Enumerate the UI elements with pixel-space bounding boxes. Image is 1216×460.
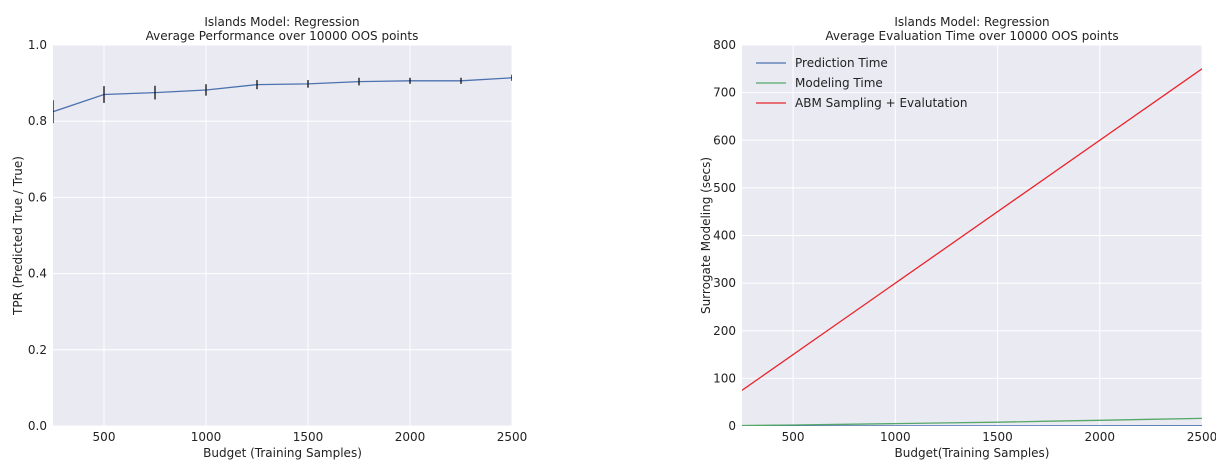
legend-label: ABM Sampling + Evalutation: [795, 96, 967, 110]
y-tick-label: 400: [713, 229, 736, 243]
chart-subtitle: Average Evaluation Time over 10000 OOS p…: [825, 29, 1118, 43]
y-tick-label: 600: [713, 133, 736, 147]
chart-performance: 500 1000 1500 2000 2500 0.0 0.2 0.4 0.6 0.8 1.0 Isl…: [11, 15, 527, 460]
series-line-0: [53, 77, 512, 113]
x-tick-label: 1000: [880, 430, 911, 444]
x-tick-label: 500: [782, 430, 805, 444]
x-tick-label: 2000: [395, 430, 426, 444]
y-tick-label: 0: [728, 419, 736, 433]
y-tick-label: 0.2: [28, 343, 47, 357]
x-tick-label: 1000: [191, 430, 222, 444]
x-axis-label: Budget(Training Samples): [895, 446, 1050, 460]
y-tick-label: 0.0: [28, 419, 47, 433]
y-tick-label: 800: [713, 38, 736, 52]
x-tick-label: 2500: [1187, 430, 1216, 444]
x-tick-label: 2000: [1085, 430, 1116, 444]
y-tick-label: 200: [713, 324, 736, 338]
chart-title: Islands Model: Regression: [204, 15, 359, 29]
chart-evaluation-time: 500 1000 1500 2000 2500 0 100 200 300 400 500 600 70…: [699, 15, 1216, 460]
y-tick-label: 0.6: [28, 190, 47, 204]
series-line-abm-sampling-evalutation: [742, 68, 1202, 391]
y-tick-label: 1.0: [28, 38, 47, 52]
x-axis-label: Budget (Training Samples): [203, 446, 362, 460]
x-tick-label: 1500: [293, 430, 324, 444]
chart-subtitle: Average Performance over 10000 OOS point…: [146, 29, 419, 43]
legend-label: Modeling Time: [795, 76, 883, 90]
x-tick-label: 2500: [497, 430, 528, 444]
y-axis-label: TPR (Predicted True / True): [11, 156, 25, 316]
y-axis-label: Surrogate Modeling (secs): [699, 157, 713, 314]
y-tick-label: 300: [713, 276, 736, 290]
series-group: [53, 74, 512, 124]
y-tick-label: 0.4: [28, 267, 47, 281]
x-tick-label: 500: [93, 430, 116, 444]
legend-label: Prediction Time: [795, 56, 888, 70]
y-tick-label: 100: [713, 371, 736, 385]
series-group: [742, 68, 1202, 426]
legend: Prediction Time Modeling Time ABM Sampling…: [756, 56, 967, 110]
y-tick-label: 0.8: [28, 114, 47, 128]
x-tick-label: 1500: [982, 430, 1013, 444]
y-tick-label: 500: [713, 181, 736, 195]
y-tick-label: 700: [713, 86, 736, 100]
series-line-modeling-time: [742, 417, 1202, 426]
plot-area: [53, 45, 512, 426]
chart-title: Islands Model: Regression: [894, 15, 1049, 29]
